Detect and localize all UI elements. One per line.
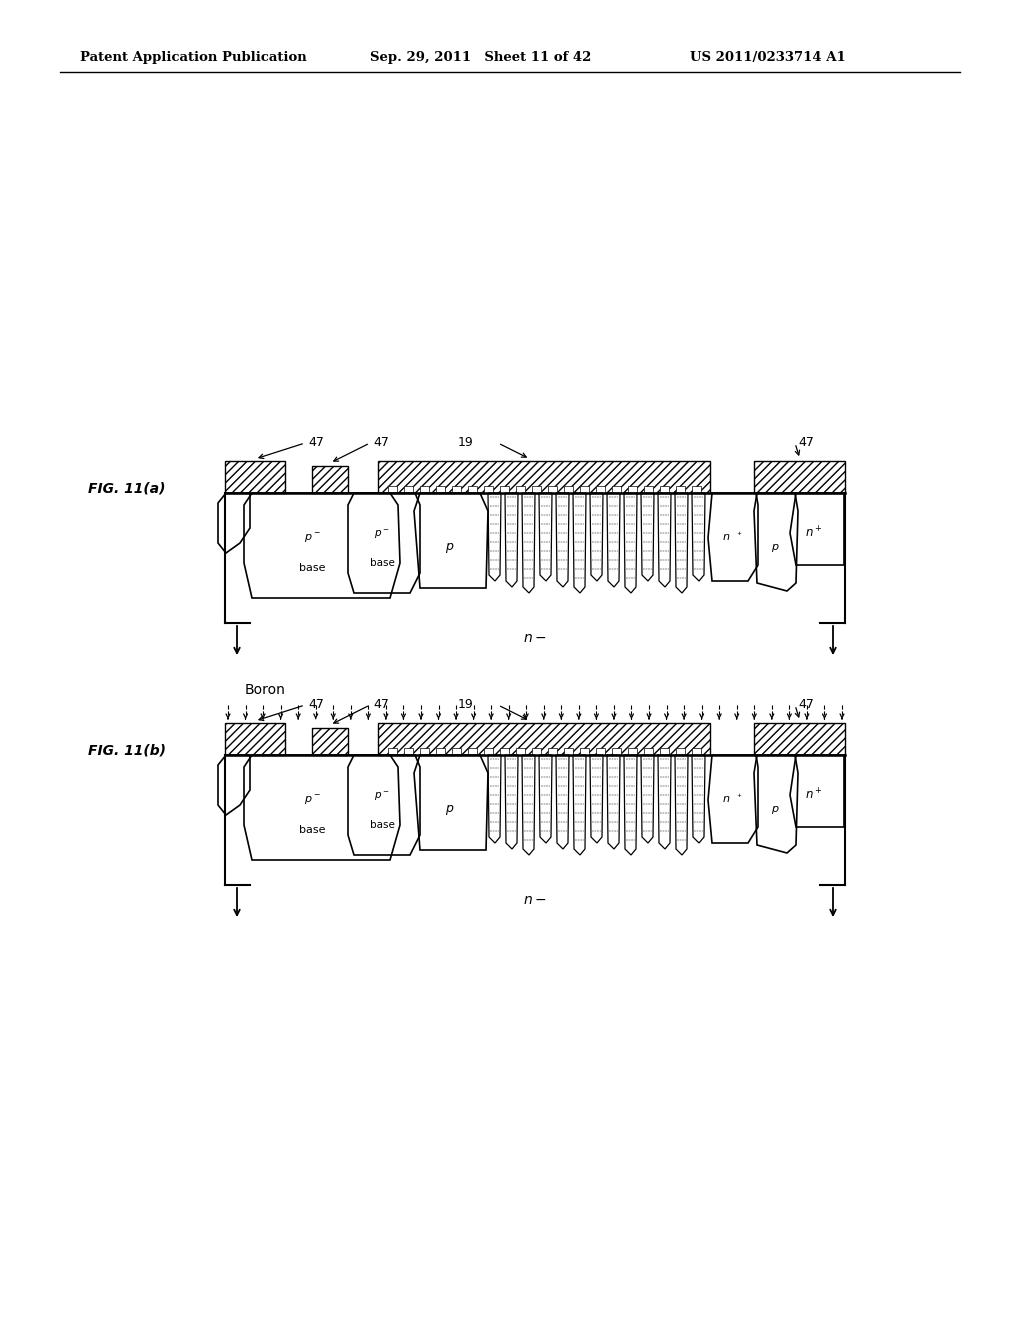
Polygon shape <box>468 486 477 492</box>
Text: 47: 47 <box>373 698 389 711</box>
Polygon shape <box>420 486 429 492</box>
Polygon shape <box>580 486 589 492</box>
Text: FIG. 11(a): FIG. 11(a) <box>88 480 166 495</box>
Polygon shape <box>225 723 285 755</box>
Text: base: base <box>299 825 326 836</box>
Text: US 2011/0233714 A1: US 2011/0233714 A1 <box>690 51 846 65</box>
Text: 47: 47 <box>308 698 324 711</box>
Polygon shape <box>692 486 701 492</box>
Text: $n^+$: $n^+$ <box>805 787 823 803</box>
Polygon shape <box>500 486 509 492</box>
Text: $n$: $n$ <box>722 532 730 543</box>
Polygon shape <box>612 486 621 492</box>
Text: 19: 19 <box>458 437 474 450</box>
Polygon shape <box>436 486 445 492</box>
Polygon shape <box>548 748 557 755</box>
Text: 47: 47 <box>308 437 324 450</box>
Polygon shape <box>612 748 621 755</box>
Text: $^+$: $^+$ <box>735 531 742 540</box>
Text: $p$: $p$ <box>445 803 455 817</box>
Polygon shape <box>484 486 493 492</box>
Text: $p$: $p$ <box>445 541 455 554</box>
Polygon shape <box>404 486 413 492</box>
Polygon shape <box>580 748 589 755</box>
Text: $p^-$: $p^-$ <box>374 528 390 541</box>
Polygon shape <box>452 486 461 492</box>
Polygon shape <box>660 748 669 755</box>
Polygon shape <box>660 486 669 492</box>
Text: Boron: Boron <box>245 682 286 697</box>
Polygon shape <box>404 748 413 755</box>
Text: $n$: $n$ <box>722 795 730 804</box>
Polygon shape <box>644 486 653 492</box>
Polygon shape <box>676 486 685 492</box>
Text: 47: 47 <box>798 698 814 711</box>
Polygon shape <box>388 748 397 755</box>
Text: $p$: $p$ <box>771 543 779 554</box>
Text: base: base <box>370 820 394 830</box>
Polygon shape <box>676 748 685 755</box>
Polygon shape <box>436 748 445 755</box>
Text: $p^-$: $p^-$ <box>304 532 321 545</box>
Polygon shape <box>500 748 509 755</box>
Text: 47: 47 <box>373 437 389 450</box>
Polygon shape <box>225 461 285 492</box>
Polygon shape <box>420 748 429 755</box>
Polygon shape <box>596 748 605 755</box>
Text: 19: 19 <box>458 698 474 711</box>
Polygon shape <box>532 748 541 755</box>
Text: $p^-$: $p^-$ <box>304 793 321 807</box>
Polygon shape <box>312 729 348 755</box>
Polygon shape <box>532 486 541 492</box>
Polygon shape <box>388 486 397 492</box>
Polygon shape <box>628 486 637 492</box>
Text: $n-$: $n-$ <box>523 894 547 907</box>
Polygon shape <box>692 748 701 755</box>
Polygon shape <box>452 748 461 755</box>
Text: $^+$: $^+$ <box>735 793 742 803</box>
Polygon shape <box>644 748 653 755</box>
Polygon shape <box>754 461 845 492</box>
Text: $p$: $p$ <box>771 804 779 816</box>
Text: 47: 47 <box>798 437 814 450</box>
Polygon shape <box>516 748 525 755</box>
Text: $p^-$: $p^-$ <box>374 789 390 803</box>
Polygon shape <box>564 748 573 755</box>
Text: Patent Application Publication: Patent Application Publication <box>80 51 307 65</box>
Polygon shape <box>378 461 710 492</box>
Polygon shape <box>484 748 493 755</box>
Text: base: base <box>370 558 394 568</box>
Text: base: base <box>299 564 326 573</box>
Polygon shape <box>516 486 525 492</box>
Text: FIG. 11(b): FIG. 11(b) <box>88 743 166 756</box>
Polygon shape <box>312 466 348 492</box>
Polygon shape <box>628 748 637 755</box>
Text: Sep. 29, 2011  Sheet 11 of 42: Sep. 29, 2011 Sheet 11 of 42 <box>370 51 592 65</box>
Text: $n-$: $n-$ <box>523 631 547 645</box>
Text: $n^+$: $n^+$ <box>805 525 823 541</box>
Polygon shape <box>564 486 573 492</box>
Polygon shape <box>468 748 477 755</box>
Polygon shape <box>378 723 710 755</box>
Polygon shape <box>754 723 845 755</box>
Polygon shape <box>548 486 557 492</box>
Polygon shape <box>596 486 605 492</box>
